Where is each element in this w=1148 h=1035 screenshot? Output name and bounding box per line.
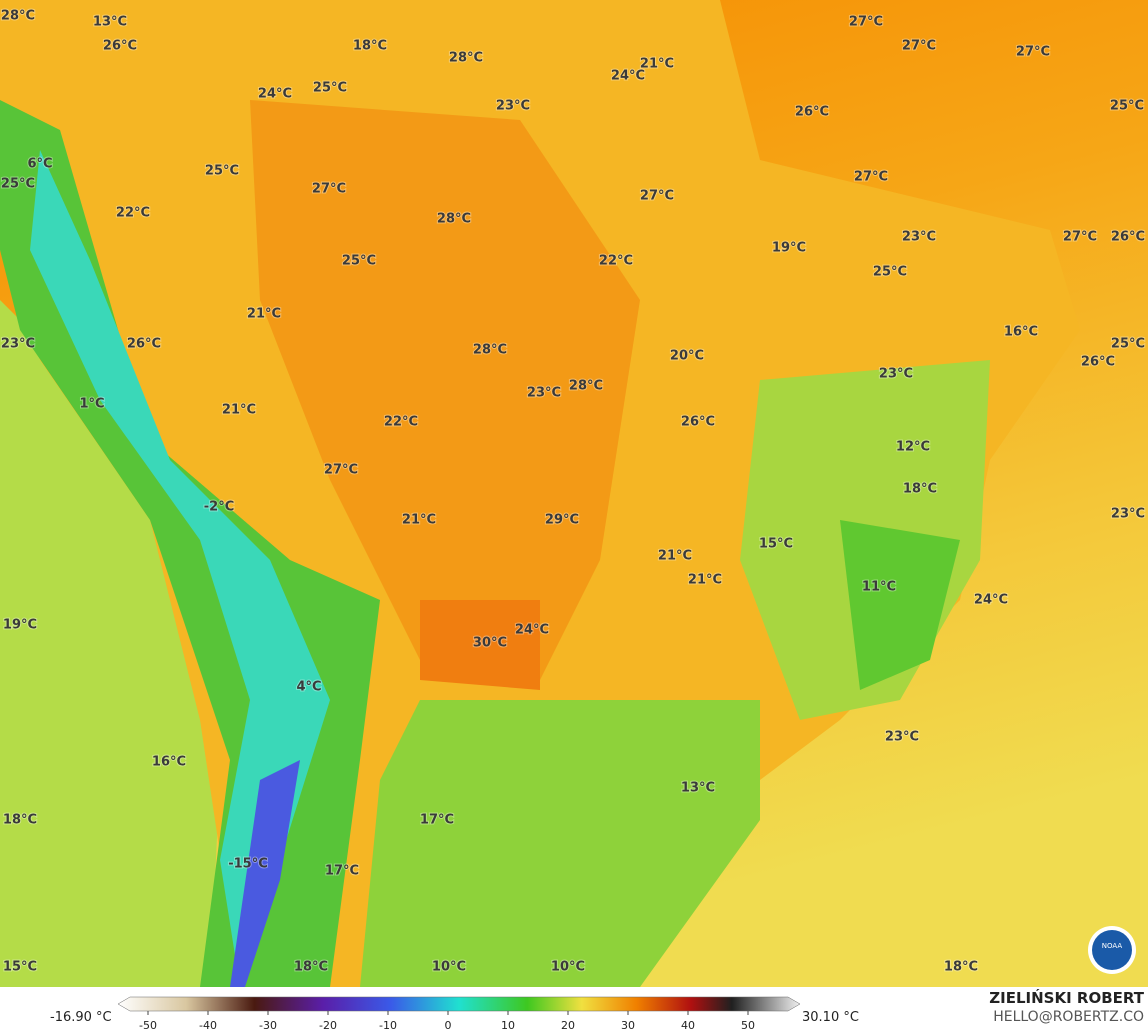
- temperature-label: 21°C: [222, 403, 256, 418]
- temperature-label: 25°C: [1, 177, 35, 192]
- logo-text: NOAA: [1102, 942, 1123, 950]
- temperature-label: -2°C: [204, 500, 234, 515]
- temperature-label: 25°C: [873, 265, 907, 280]
- temperature-labels: 28°C 13°C26°C 18°C28°C24°C21°C27°C27°C 27°C…: [0, 8, 1146, 976]
- temperature-label: 25°C: [1110, 99, 1144, 114]
- temperature-label: 26°C: [1081, 355, 1115, 370]
- colorbar-min: -16.90 °C: [50, 1010, 112, 1025]
- temperature-label: 26°C: [1111, 230, 1145, 245]
- temperature-label: 28°C: [437, 212, 471, 227]
- temperature-label: 18°C: [353, 39, 387, 54]
- temperature-label: 24°C: [515, 623, 549, 638]
- temperature-label: 23°C: [885, 730, 919, 745]
- temperature-label: 23°C: [1111, 507, 1145, 522]
- temperature-label: 26°C: [103, 39, 137, 54]
- colorbar-tick-label: 20: [561, 1019, 575, 1032]
- credit-name: ZIELIŃSKI ROBERT: [989, 988, 1144, 1007]
- noaa-logo: NOAA: [1088, 926, 1136, 974]
- temperature-label: 12°C: [896, 440, 930, 455]
- temperature-label: 27°C: [902, 39, 936, 54]
- credit-contact: HELLO@ROBERTZ.CO: [993, 1009, 1144, 1025]
- temperature-label: 28°C: [569, 379, 603, 394]
- temperature-label: 18°C: [903, 482, 937, 497]
- temperature-label: 10°C: [551, 960, 585, 975]
- temperature-label: 27°C: [640, 189, 674, 204]
- colorbar-tick-label: 30: [621, 1019, 635, 1032]
- colorbar: [117, 996, 801, 1012]
- temperature-label: 13°C: [681, 781, 715, 796]
- temperature-label: 21°C: [402, 513, 436, 528]
- temperature-label: 27°C: [1016, 45, 1050, 60]
- temperature-label: 17°C: [325, 864, 359, 879]
- temperature-label: 26°C: [681, 415, 715, 430]
- temperature-label: 28°C: [449, 51, 483, 66]
- temperature-label: 26°C: [795, 105, 829, 120]
- temperature-label: 16°C: [1004, 325, 1038, 340]
- colorbar-tick-label: 0: [445, 1019, 452, 1032]
- temperature-label: 4°C: [296, 680, 321, 695]
- temperature-label: 27°C: [324, 463, 358, 478]
- temperature-label: 24°C: [974, 593, 1008, 608]
- temperature-label: 24°C: [258, 87, 292, 102]
- colorbar-tick-label: 40: [681, 1019, 695, 1032]
- map-background: [0, 0, 1148, 987]
- temperature-label: 21°C: [640, 57, 674, 72]
- temperature-label: 21°C: [688, 573, 722, 588]
- temperature-label: 25°C: [313, 81, 347, 96]
- temperature-label: 25°C: [342, 254, 376, 269]
- temperature-label: 27°C: [849, 15, 883, 30]
- temperature-label: 28°C: [473, 343, 507, 358]
- temperature-label: 15°C: [759, 537, 793, 552]
- temperature-label: 19°C: [3, 618, 37, 633]
- temperature-label: 23°C: [902, 230, 936, 245]
- temperature-label: 15°C: [3, 960, 37, 975]
- temperature-label: 20°C: [670, 349, 704, 364]
- colorbar-tick-label: -40: [199, 1019, 217, 1032]
- temperature-label: 25°C: [1111, 337, 1145, 352]
- temperature-label: 24°C: [611, 69, 645, 84]
- temperature-label: 28°C: [1, 9, 35, 24]
- temperature-label: 1°C: [79, 397, 104, 412]
- temperature-label: 18°C: [3, 813, 37, 828]
- temperature-label: 23°C: [496, 99, 530, 114]
- temperature-label: -15°C: [228, 857, 268, 872]
- temperature-label: 16°C: [152, 755, 186, 770]
- temperature-label: 21°C: [247, 307, 281, 322]
- colorbar-tick-label: -50: [139, 1019, 157, 1032]
- temperature-label: 29°C: [545, 513, 579, 528]
- colorbar-tick-label: 10: [501, 1019, 515, 1032]
- temperature-label: 26°C: [127, 337, 161, 352]
- temperature-label: 22°C: [116, 206, 150, 221]
- colorbar-tick-label: -10: [379, 1019, 397, 1032]
- temperature-label: 18°C: [944, 960, 978, 975]
- temperature-label: 30°C: [473, 636, 507, 651]
- temperature-label: 19°C: [772, 241, 806, 256]
- temperature-label: 23°C: [879, 367, 913, 382]
- temperature-label: 18°C: [294, 960, 328, 975]
- temperature-label: 22°C: [599, 254, 633, 269]
- temperature-label: 22°C: [384, 415, 418, 430]
- temperature-label: 21°C: [658, 549, 692, 564]
- temperature-label: 23°C: [1, 337, 35, 352]
- temperature-label: 6°C: [27, 157, 52, 172]
- temperature-label: 11°C: [862, 580, 896, 595]
- temperature-label: 23°C: [527, 386, 561, 401]
- colorbar-tick-label: -20: [319, 1019, 337, 1032]
- colorbar-tick-label: -30: [259, 1019, 277, 1032]
- colorbar-tick-label: 50: [741, 1019, 755, 1032]
- temperature-label: 27°C: [312, 182, 346, 197]
- temperature-label: 27°C: [854, 170, 888, 185]
- temperature-label: 17°C: [420, 813, 454, 828]
- colorbar-ticks: -50 -40 -30 -20 -10 0 10 20 30 40 50: [139, 1011, 755, 1032]
- temperature-label: 13°C: [93, 15, 127, 30]
- temperature-label: 10°C: [432, 960, 466, 975]
- colorbar-max: 30.10 °C: [802, 1010, 859, 1025]
- temperature-label: 25°C: [205, 164, 239, 179]
- temperature-label: 27°C: [1063, 230, 1097, 245]
